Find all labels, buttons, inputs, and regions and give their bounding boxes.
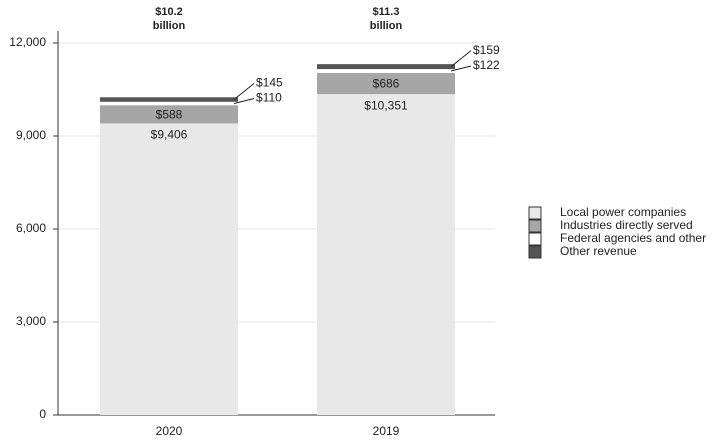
legend-swatch bbox=[528, 232, 542, 246]
bar-segment bbox=[317, 72, 455, 95]
value-label: $588 bbox=[156, 107, 183, 121]
total-label: $10.2 bbox=[155, 6, 183, 18]
leader-line bbox=[233, 83, 255, 100]
bar-segment bbox=[100, 105, 238, 124]
bar-segment bbox=[317, 64, 455, 70]
value-label: $110 bbox=[256, 91, 282, 105]
leader-line bbox=[233, 97, 255, 104]
legend-label: Local power companies bbox=[560, 205, 686, 219]
y-tick-label: 0 bbox=[39, 407, 46, 421]
bar-segment bbox=[317, 94, 455, 415]
legend-label: Other revenue bbox=[560, 244, 637, 258]
legend-swatch bbox=[528, 245, 542, 259]
bar-segment bbox=[317, 69, 455, 73]
y-tick-label: 6,000 bbox=[16, 221, 46, 235]
y-tick-label: 9,000 bbox=[16, 128, 46, 142]
legend-label: Industries directly served bbox=[560, 218, 693, 232]
bar-segment bbox=[100, 123, 238, 415]
value-label: $10,351 bbox=[364, 98, 408, 112]
value-label: $9,406 bbox=[151, 128, 188, 142]
leader-line bbox=[450, 50, 472, 67]
x-tick-label: 2019 bbox=[373, 424, 400, 438]
legend-label: Federal agencies and other bbox=[560, 231, 706, 245]
total-label: $11.3 bbox=[373, 6, 400, 18]
legend-swatch bbox=[528, 219, 542, 233]
y-tick-label: 12,000 bbox=[9, 35, 46, 49]
value-label: $159 bbox=[473, 43, 500, 57]
value-label: $686 bbox=[373, 77, 400, 91]
bar-segment bbox=[100, 97, 238, 102]
total-label: billion bbox=[370, 20, 403, 32]
bar-segment bbox=[100, 101, 238, 106]
y-tick-label: 3,000 bbox=[16, 314, 46, 328]
x-tick-label: 2020 bbox=[156, 424, 183, 438]
leader-line bbox=[450, 65, 472, 72]
value-label: $145 bbox=[256, 76, 283, 90]
value-label: $122 bbox=[473, 58, 500, 72]
legend-swatch bbox=[528, 206, 542, 220]
total-label: billion bbox=[153, 20, 186, 32]
